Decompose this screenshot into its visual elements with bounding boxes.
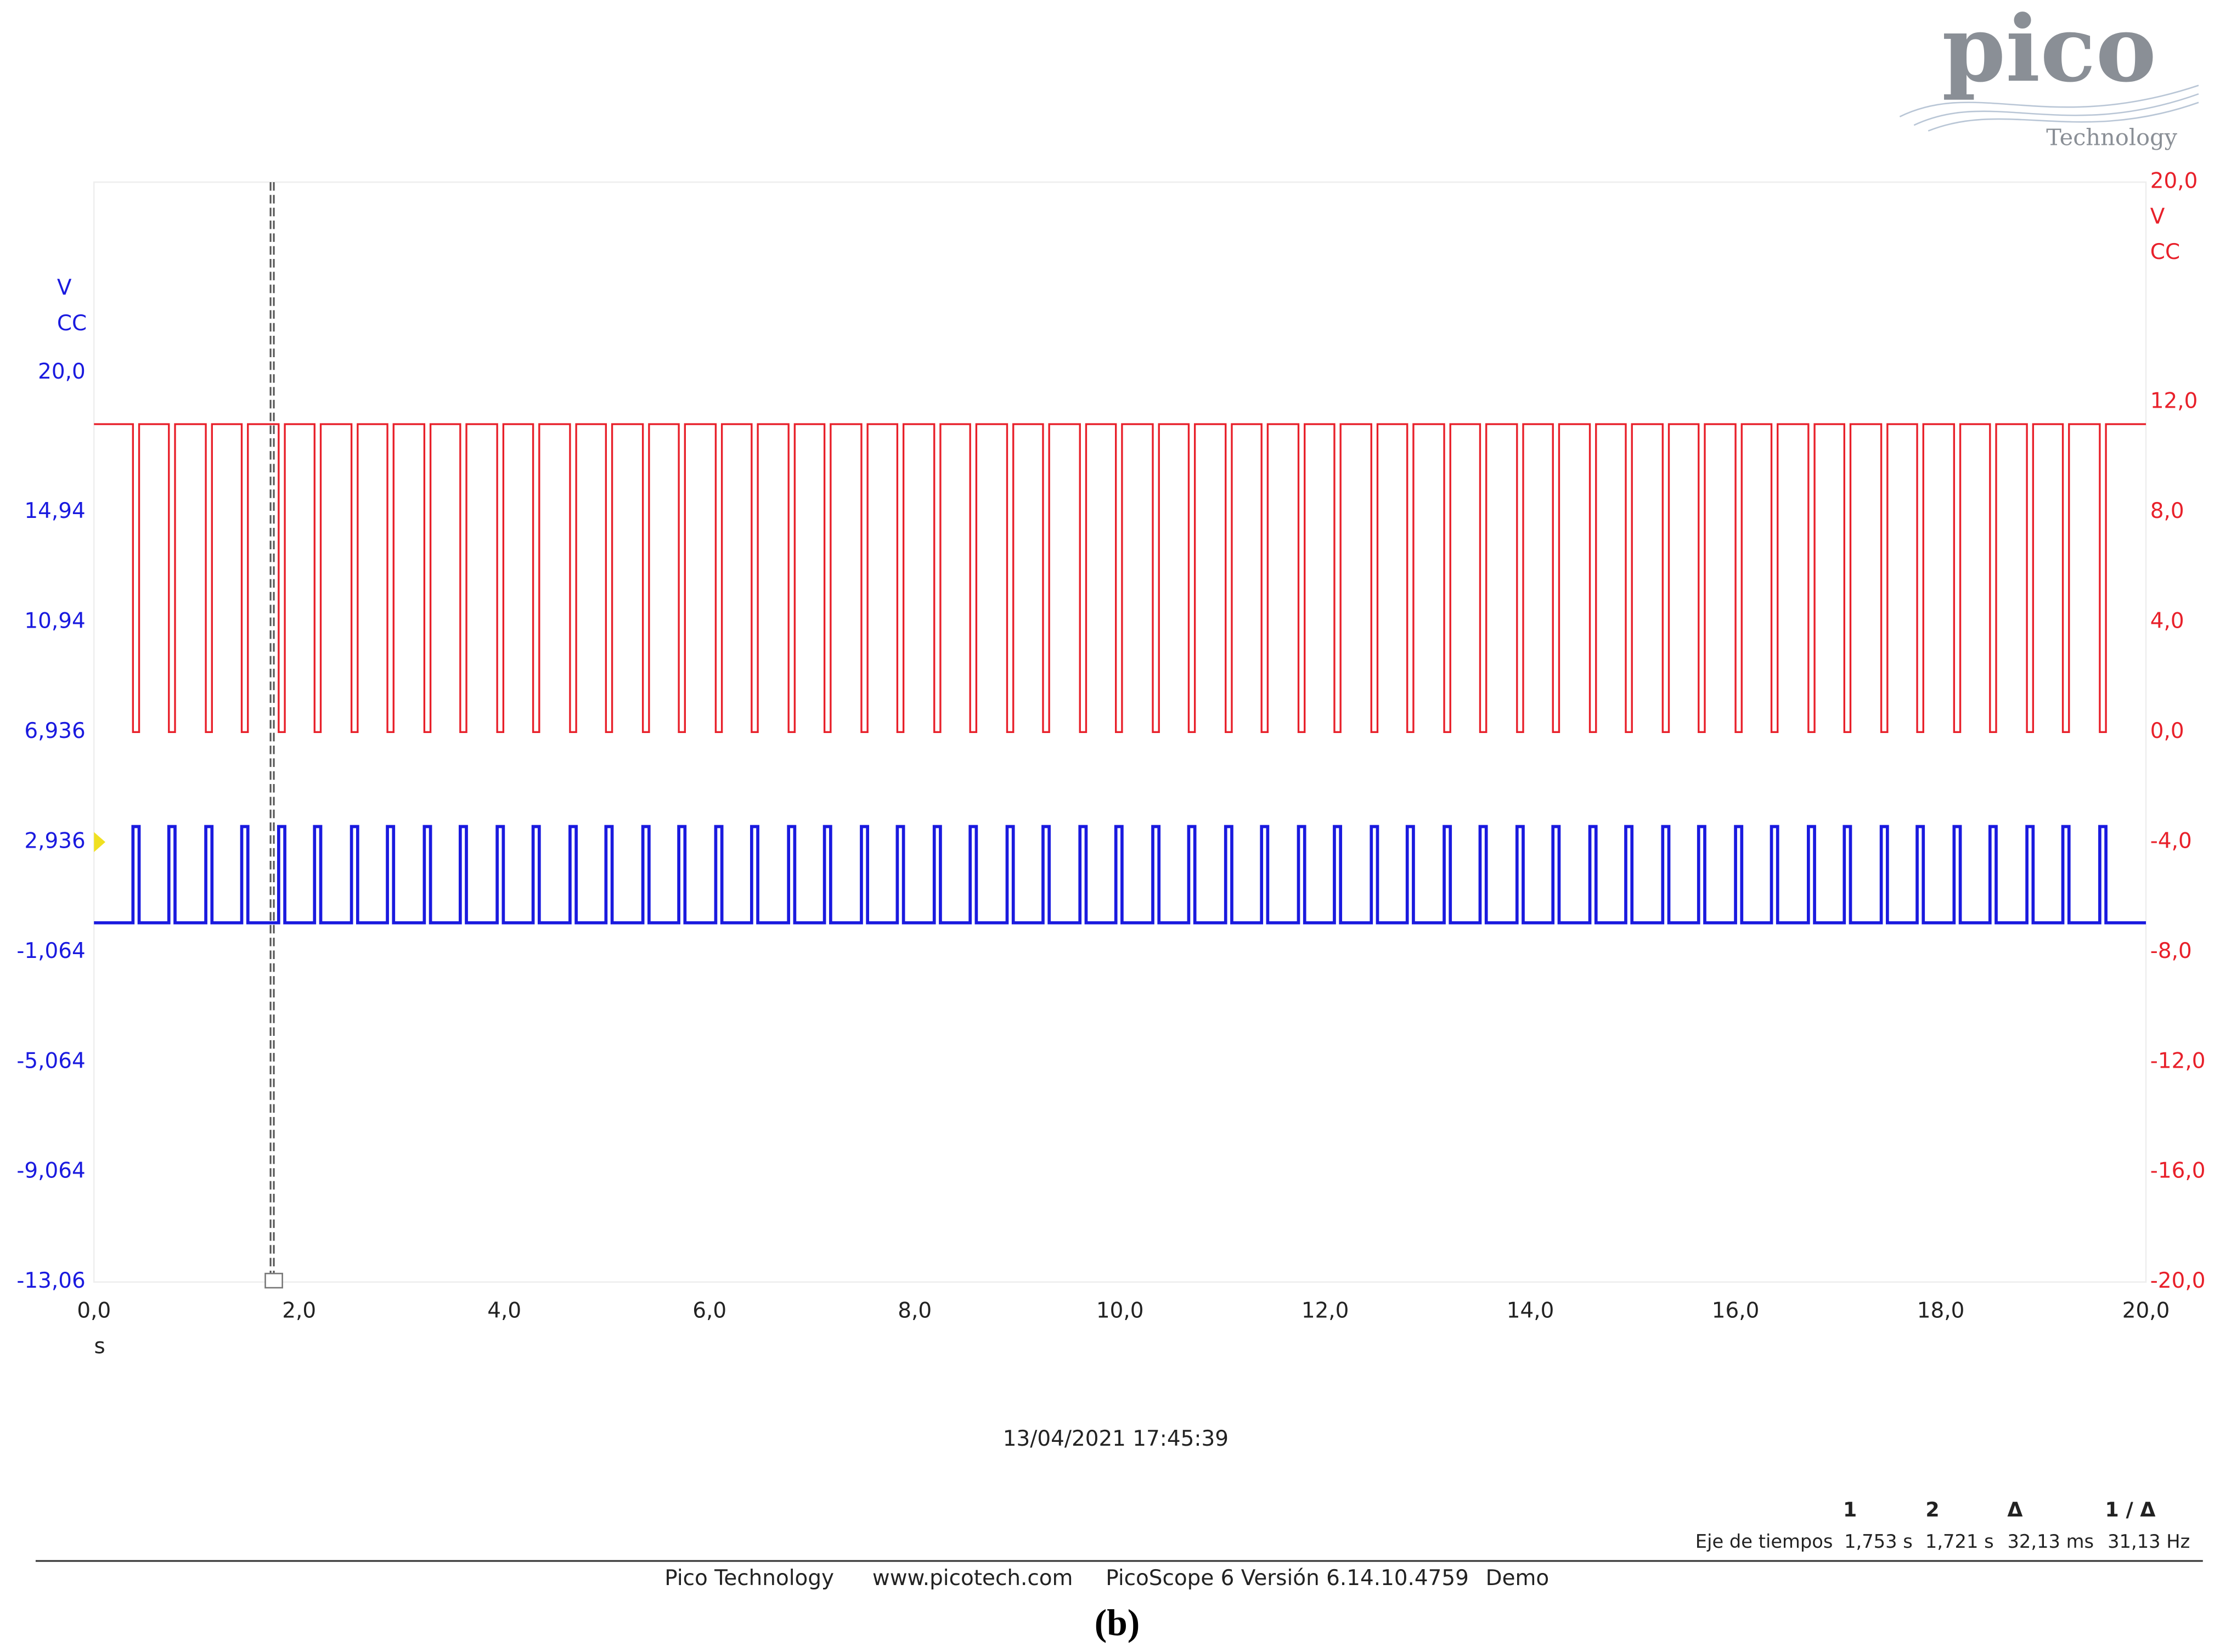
cursor-header: 2: [1925, 1498, 1939, 1521]
y2-tick-label: 4,0: [2150, 608, 2184, 633]
cursor-table: 1 2 Δ 1 / Δ Eje de tiempos 1,753 s 1,721…: [1695, 1498, 2190, 1552]
x-axis-unit: s: [94, 1334, 105, 1359]
x-tick-label: 14,0: [1507, 1299, 1554, 1323]
trace: [94, 825, 2146, 924]
x-tick-label: 12,0: [1301, 1299, 1349, 1323]
x-tick-label: 8,0: [898, 1299, 932, 1323]
cursor-cell: 31,13 Hz: [2108, 1531, 2190, 1552]
y-tick-label: 10,94: [24, 608, 85, 633]
y2-tick-label: -16,0: [2150, 1159, 2206, 1183]
y2-tick-label: -8,0: [2150, 939, 2192, 963]
trace: [94, 423, 2146, 734]
y-tick-label: 20,0: [38, 359, 86, 384]
y-tick-label: -5,064: [16, 1048, 85, 1073]
cursor-row-label: Eje de tiempos: [1695, 1531, 1833, 1552]
x-tick-label: 18,0: [1917, 1299, 1965, 1323]
cursor-cell: 1,721 s: [1925, 1531, 1994, 1552]
x-tick-label: 10,0: [1096, 1299, 1144, 1323]
logo-swoosh: [1899, 84, 2199, 132]
x-tick-label: 2,0: [282, 1299, 316, 1323]
cursor-cell: 1,753 s: [1844, 1531, 1913, 1552]
plot-frame: [93, 181, 2147, 1283]
y2-tick-label: -4,0: [2150, 828, 2192, 853]
x-tick-label: 4,0: [487, 1299, 521, 1323]
footer-text: PicoScope 6 Versión 6.14.10.4759: [1106, 1566, 1469, 1591]
cursor-header: 1 / Δ: [2105, 1498, 2156, 1521]
y2-tick-label: 12,0: [2150, 388, 2198, 413]
x-tick-label: 20,0: [2122, 1299, 2170, 1323]
y-tick-label: -1,064: [16, 939, 85, 963]
footer-text: Demo: [1486, 1566, 1550, 1591]
y2-tick-label: -12,0: [2150, 1048, 2206, 1073]
x-tick-label: 6,0: [692, 1299, 726, 1323]
y2-axis-unit: CC: [2150, 240, 2180, 264]
caption: (b): [1095, 1602, 1140, 1643]
y2-axis-unit: V: [2150, 204, 2165, 229]
y2-tick-label: 0,0: [2150, 719, 2184, 743]
cursor-cell: 32,13 ms: [2007, 1531, 2094, 1552]
cursor-handle: [264, 1272, 283, 1289]
cursor-header: Δ: [2007, 1498, 2022, 1521]
cursor-header: 1: [1843, 1498, 1857, 1521]
footer-text: www.picotech.com: [872, 1566, 1073, 1591]
logo-tagline: Technology: [2046, 124, 2177, 151]
y2-tick-label: 20,0: [2150, 168, 2198, 193]
y-tick-label: 6,936: [24, 719, 85, 743]
logo-name: pico: [1942, 0, 2156, 103]
timestamp: 13/04/2021 17:45:39: [1003, 1427, 1229, 1451]
y2-tick-label: 8,0: [2150, 499, 2184, 523]
y-axis-unit: CC: [57, 311, 87, 336]
footer-text: Pico Technology: [664, 1566, 834, 1591]
y2-tick-label: -20,0: [2150, 1268, 2206, 1293]
y-tick-label: 14,94: [24, 499, 85, 523]
y-tick-label: -13,06: [16, 1268, 85, 1293]
trigger-marker: [94, 832, 106, 852]
x-tick-label: 0,0: [77, 1299, 111, 1323]
y-tick-label: -9,064: [16, 1159, 85, 1183]
y-tick-label: 2,936: [24, 828, 85, 853]
y-axis-unit: V: [57, 275, 72, 300]
logo: pico Technology: [1899, 0, 2199, 151]
x-tick-label: 16,0: [1712, 1299, 1760, 1323]
